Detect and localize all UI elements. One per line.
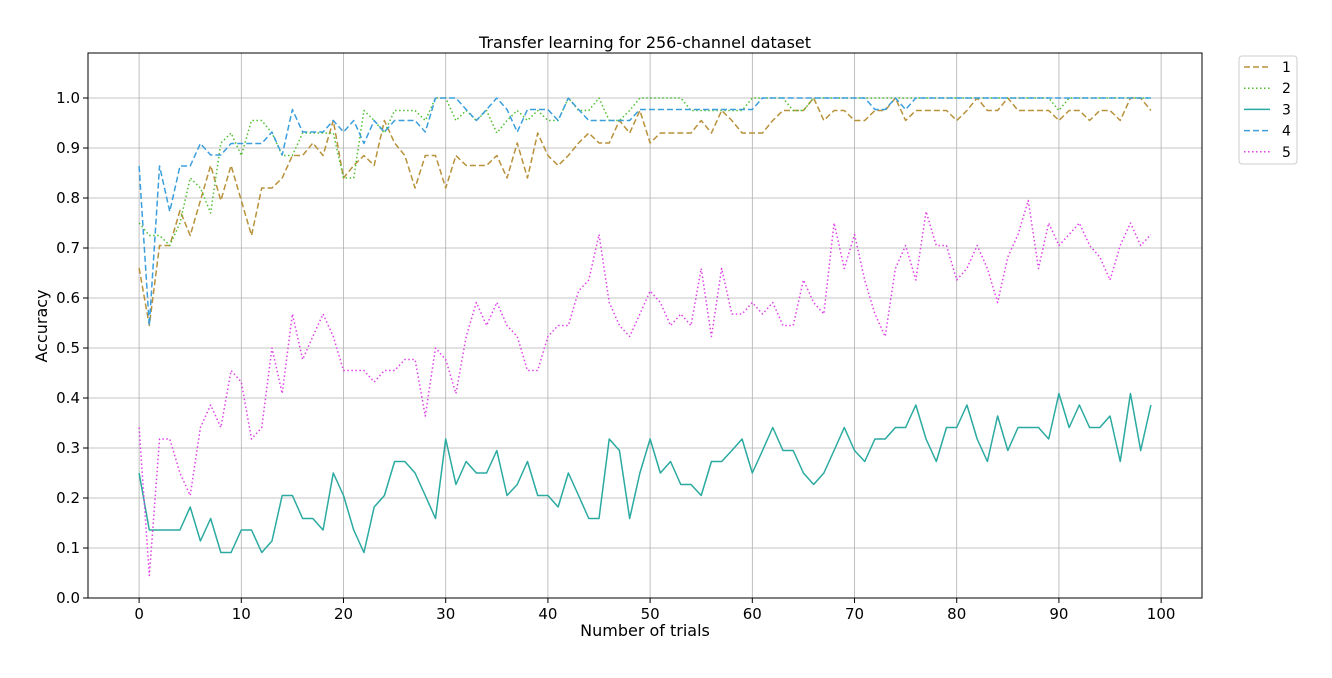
series-line-4 xyxy=(138,97,1151,327)
y-tick-label: 0.8 xyxy=(56,189,80,207)
y-tick-label: 0.3 xyxy=(56,439,80,457)
plot-frame xyxy=(87,52,1203,599)
chart-title: Transfer learning for 256-channel datase… xyxy=(478,33,811,52)
x-axis-label: Number of trials xyxy=(580,621,710,640)
series-line-3 xyxy=(138,392,1152,554)
y-tick-label: 0.5 xyxy=(56,339,80,357)
y-tick-label: 0.7 xyxy=(56,239,80,257)
x-tick-label: 50 xyxy=(641,605,660,623)
x-tick-label: 30 xyxy=(436,605,455,623)
x-tick-label: 10 xyxy=(232,605,251,623)
series-layer xyxy=(138,97,1152,577)
legend-label-4: 4 xyxy=(1282,124,1291,140)
x-tick-label: 90 xyxy=(1049,605,1068,623)
x-tick-label: 60 xyxy=(743,605,762,623)
x-tick-label: 80 xyxy=(947,605,966,623)
y-tick-label: 0.2 xyxy=(56,489,80,507)
x-tick-label: 100 xyxy=(1147,605,1176,623)
legend: 1 2 3 4 5 xyxy=(1238,55,1298,165)
y-tick-label: 0.9 xyxy=(56,139,80,157)
legend-label-2: 2 xyxy=(1282,81,1291,97)
x-tick-label: 40 xyxy=(538,605,557,623)
legend-label-3: 3 xyxy=(1282,102,1291,118)
x-tick-label: 70 xyxy=(845,605,864,623)
series-line-1 xyxy=(138,97,1152,327)
tick-layer: 0 10 20 30 40 50 60 70 80 90 100 0.0 0.1 0.2 0.3 0.4 0.5… xyxy=(56,89,1175,623)
y-tick-label: 0.0 xyxy=(56,589,80,607)
y-tick-label: 0.4 xyxy=(56,389,80,407)
x-tick-label: 20 xyxy=(334,605,353,623)
x-tick-label: 0 xyxy=(134,605,144,623)
series-line-5 xyxy=(138,199,1152,577)
y-tick-label: 1.0 xyxy=(56,89,80,107)
y-tick-label: 0.1 xyxy=(56,539,80,557)
legend-label-5: 5 xyxy=(1282,145,1291,161)
y-tick-label: 0.6 xyxy=(56,289,80,307)
y-axis-label: Accuracy xyxy=(32,289,51,362)
legend-label-1: 1 xyxy=(1282,60,1291,76)
